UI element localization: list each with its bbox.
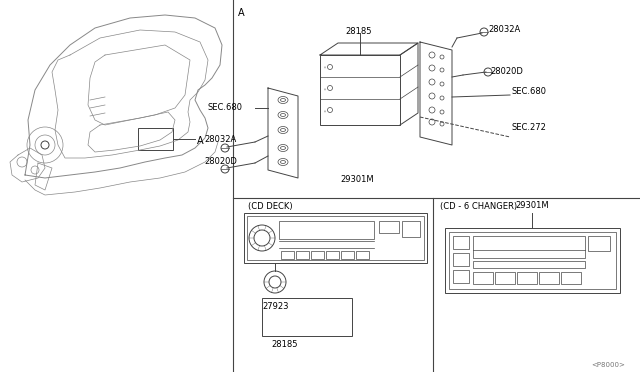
Circle shape: [41, 141, 49, 149]
Text: 28185: 28185: [272, 340, 298, 349]
Bar: [279, 221, 374, 239]
Bar: [379, 221, 399, 233]
Bar: [561, 272, 581, 284]
Bar: [402, 221, 420, 237]
Bar: [453, 253, 469, 266]
Text: 28185: 28185: [345, 27, 371, 36]
Bar: [539, 272, 559, 284]
Bar: [473, 236, 585, 258]
Text: 29301M: 29301M: [515, 201, 549, 210]
Text: A: A: [238, 8, 244, 18]
Bar: [445, 228, 620, 293]
Bar: [473, 272, 493, 284]
Text: 28032A: 28032A: [488, 26, 520, 35]
Text: 28020D: 28020D: [204, 157, 237, 167]
Bar: [244, 213, 427, 263]
Bar: [262, 298, 352, 336]
Text: 28032A: 28032A: [205, 135, 237, 144]
Text: (CD DECK): (CD DECK): [248, 202, 292, 211]
Bar: [356, 251, 369, 259]
Text: A: A: [197, 136, 204, 146]
Text: SEC.680: SEC.680: [207, 103, 242, 112]
Bar: [341, 251, 354, 259]
Bar: [517, 272, 537, 284]
Text: (CD - 6 CHANGER): (CD - 6 CHANGER): [440, 202, 517, 211]
Text: 29301M: 29301M: [340, 175, 374, 184]
Bar: [449, 232, 616, 289]
Bar: [453, 270, 469, 283]
Text: <P8000>: <P8000>: [591, 362, 625, 368]
Bar: [138, 128, 173, 150]
Bar: [296, 251, 309, 259]
Bar: [247, 216, 424, 260]
Bar: [453, 236, 469, 249]
Bar: [588, 236, 610, 251]
Bar: [495, 272, 515, 284]
Text: 28020D: 28020D: [490, 67, 523, 77]
Text: 27923: 27923: [262, 302, 289, 311]
Bar: [320, 55, 400, 125]
Text: SEC.272: SEC.272: [512, 124, 547, 132]
Bar: [281, 251, 294, 259]
Bar: [326, 251, 339, 259]
Bar: [311, 251, 324, 259]
Bar: [473, 261, 585, 268]
Text: SEC.680: SEC.680: [512, 87, 547, 96]
